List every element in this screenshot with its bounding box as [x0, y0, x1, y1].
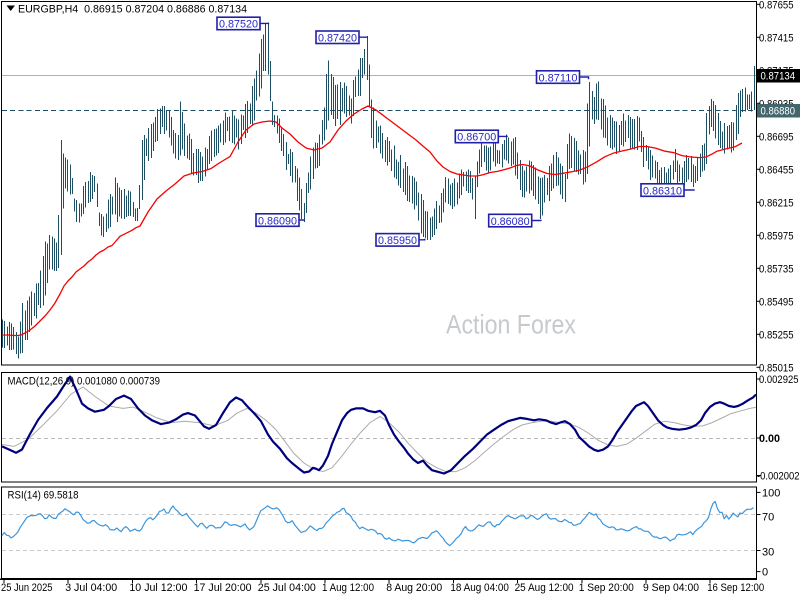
svg-text:0.85015: 0.85015	[759, 362, 794, 374]
svg-text:0.86080: 0.86080	[491, 216, 530, 228]
svg-text:0.002925: 0.002925	[759, 374, 799, 386]
svg-text:0.87520: 0.87520	[219, 19, 258, 31]
svg-text:0.85255: 0.85255	[759, 329, 794, 341]
svg-text:3 Jul 04:00: 3 Jul 04:00	[65, 582, 117, 594]
svg-text:0.87134: 0.87134	[761, 71, 796, 83]
svg-text:17 Jul 20:00: 17 Jul 20:00	[194, 582, 252, 594]
svg-text:0.86700: 0.86700	[457, 132, 496, 144]
svg-text:100: 100	[762, 487, 780, 499]
svg-text:0.86880: 0.86880	[761, 106, 796, 118]
svg-text:16 Sep 12:00: 16 Sep 12:00	[707, 582, 764, 594]
svg-text:10 Jul 12:00: 10 Jul 12:00	[129, 582, 187, 594]
svg-text:0.86455: 0.86455	[759, 164, 794, 176]
svg-text:0.85495: 0.85495	[759, 296, 794, 308]
svg-text:0.87415: 0.87415	[759, 32, 794, 44]
svg-text:EURGBP,H4 0.86915 0.87204 0.8: EURGBP,H4 0.86915 0.87204 0.86886 0.8713…	[18, 4, 247, 16]
svg-text:1 Sep 20:00: 1 Sep 20:00	[579, 582, 634, 594]
svg-text:0.86310: 0.86310	[643, 185, 682, 197]
svg-text:RSI(14) 69.5818: RSI(14) 69.5818	[8, 490, 79, 502]
svg-text:Action Forex: Action Forex	[446, 310, 576, 340]
svg-text:0.87655: 0.87655	[759, 0, 794, 11]
svg-text:25 Jul 04:00: 25 Jul 04:00	[258, 582, 316, 594]
svg-text:1 Aug 12:00: 1 Aug 12:00	[322, 582, 374, 594]
svg-text:0: 0	[762, 567, 768, 579]
svg-text:MACD(12,26,9) 0.001080 0.00073: MACD(12,26,9) 0.001080 0.000739	[8, 376, 161, 388]
svg-text:25 Aug 12:00: 25 Aug 12:00	[515, 582, 574, 594]
svg-text:0.86090: 0.86090	[258, 215, 297, 227]
svg-text:0.85950: 0.85950	[378, 235, 417, 247]
svg-text:70: 70	[762, 511, 774, 523]
svg-text:0.87110: 0.87110	[539, 72, 578, 84]
svg-text:0.00: 0.00	[759, 433, 780, 445]
svg-text:0.86215: 0.86215	[759, 197, 794, 209]
svg-text:-0.002002: -0.002002	[757, 471, 800, 483]
svg-text:9 Sep 04:00: 9 Sep 04:00	[643, 582, 699, 594]
svg-text:0.85975: 0.85975	[759, 230, 794, 242]
svg-text:25 Jun 2025: 25 Jun 2025	[1, 582, 53, 594]
svg-text:30: 30	[762, 546, 774, 558]
svg-text:18 Aug 04:00: 18 Aug 04:00	[450, 582, 509, 594]
svg-text:8 Aug 20:00: 8 Aug 20:00	[386, 582, 442, 594]
svg-text:0.86695: 0.86695	[759, 131, 794, 143]
svg-text:0.87420: 0.87420	[318, 33, 357, 45]
svg-text:0.85735: 0.85735	[759, 263, 794, 275]
